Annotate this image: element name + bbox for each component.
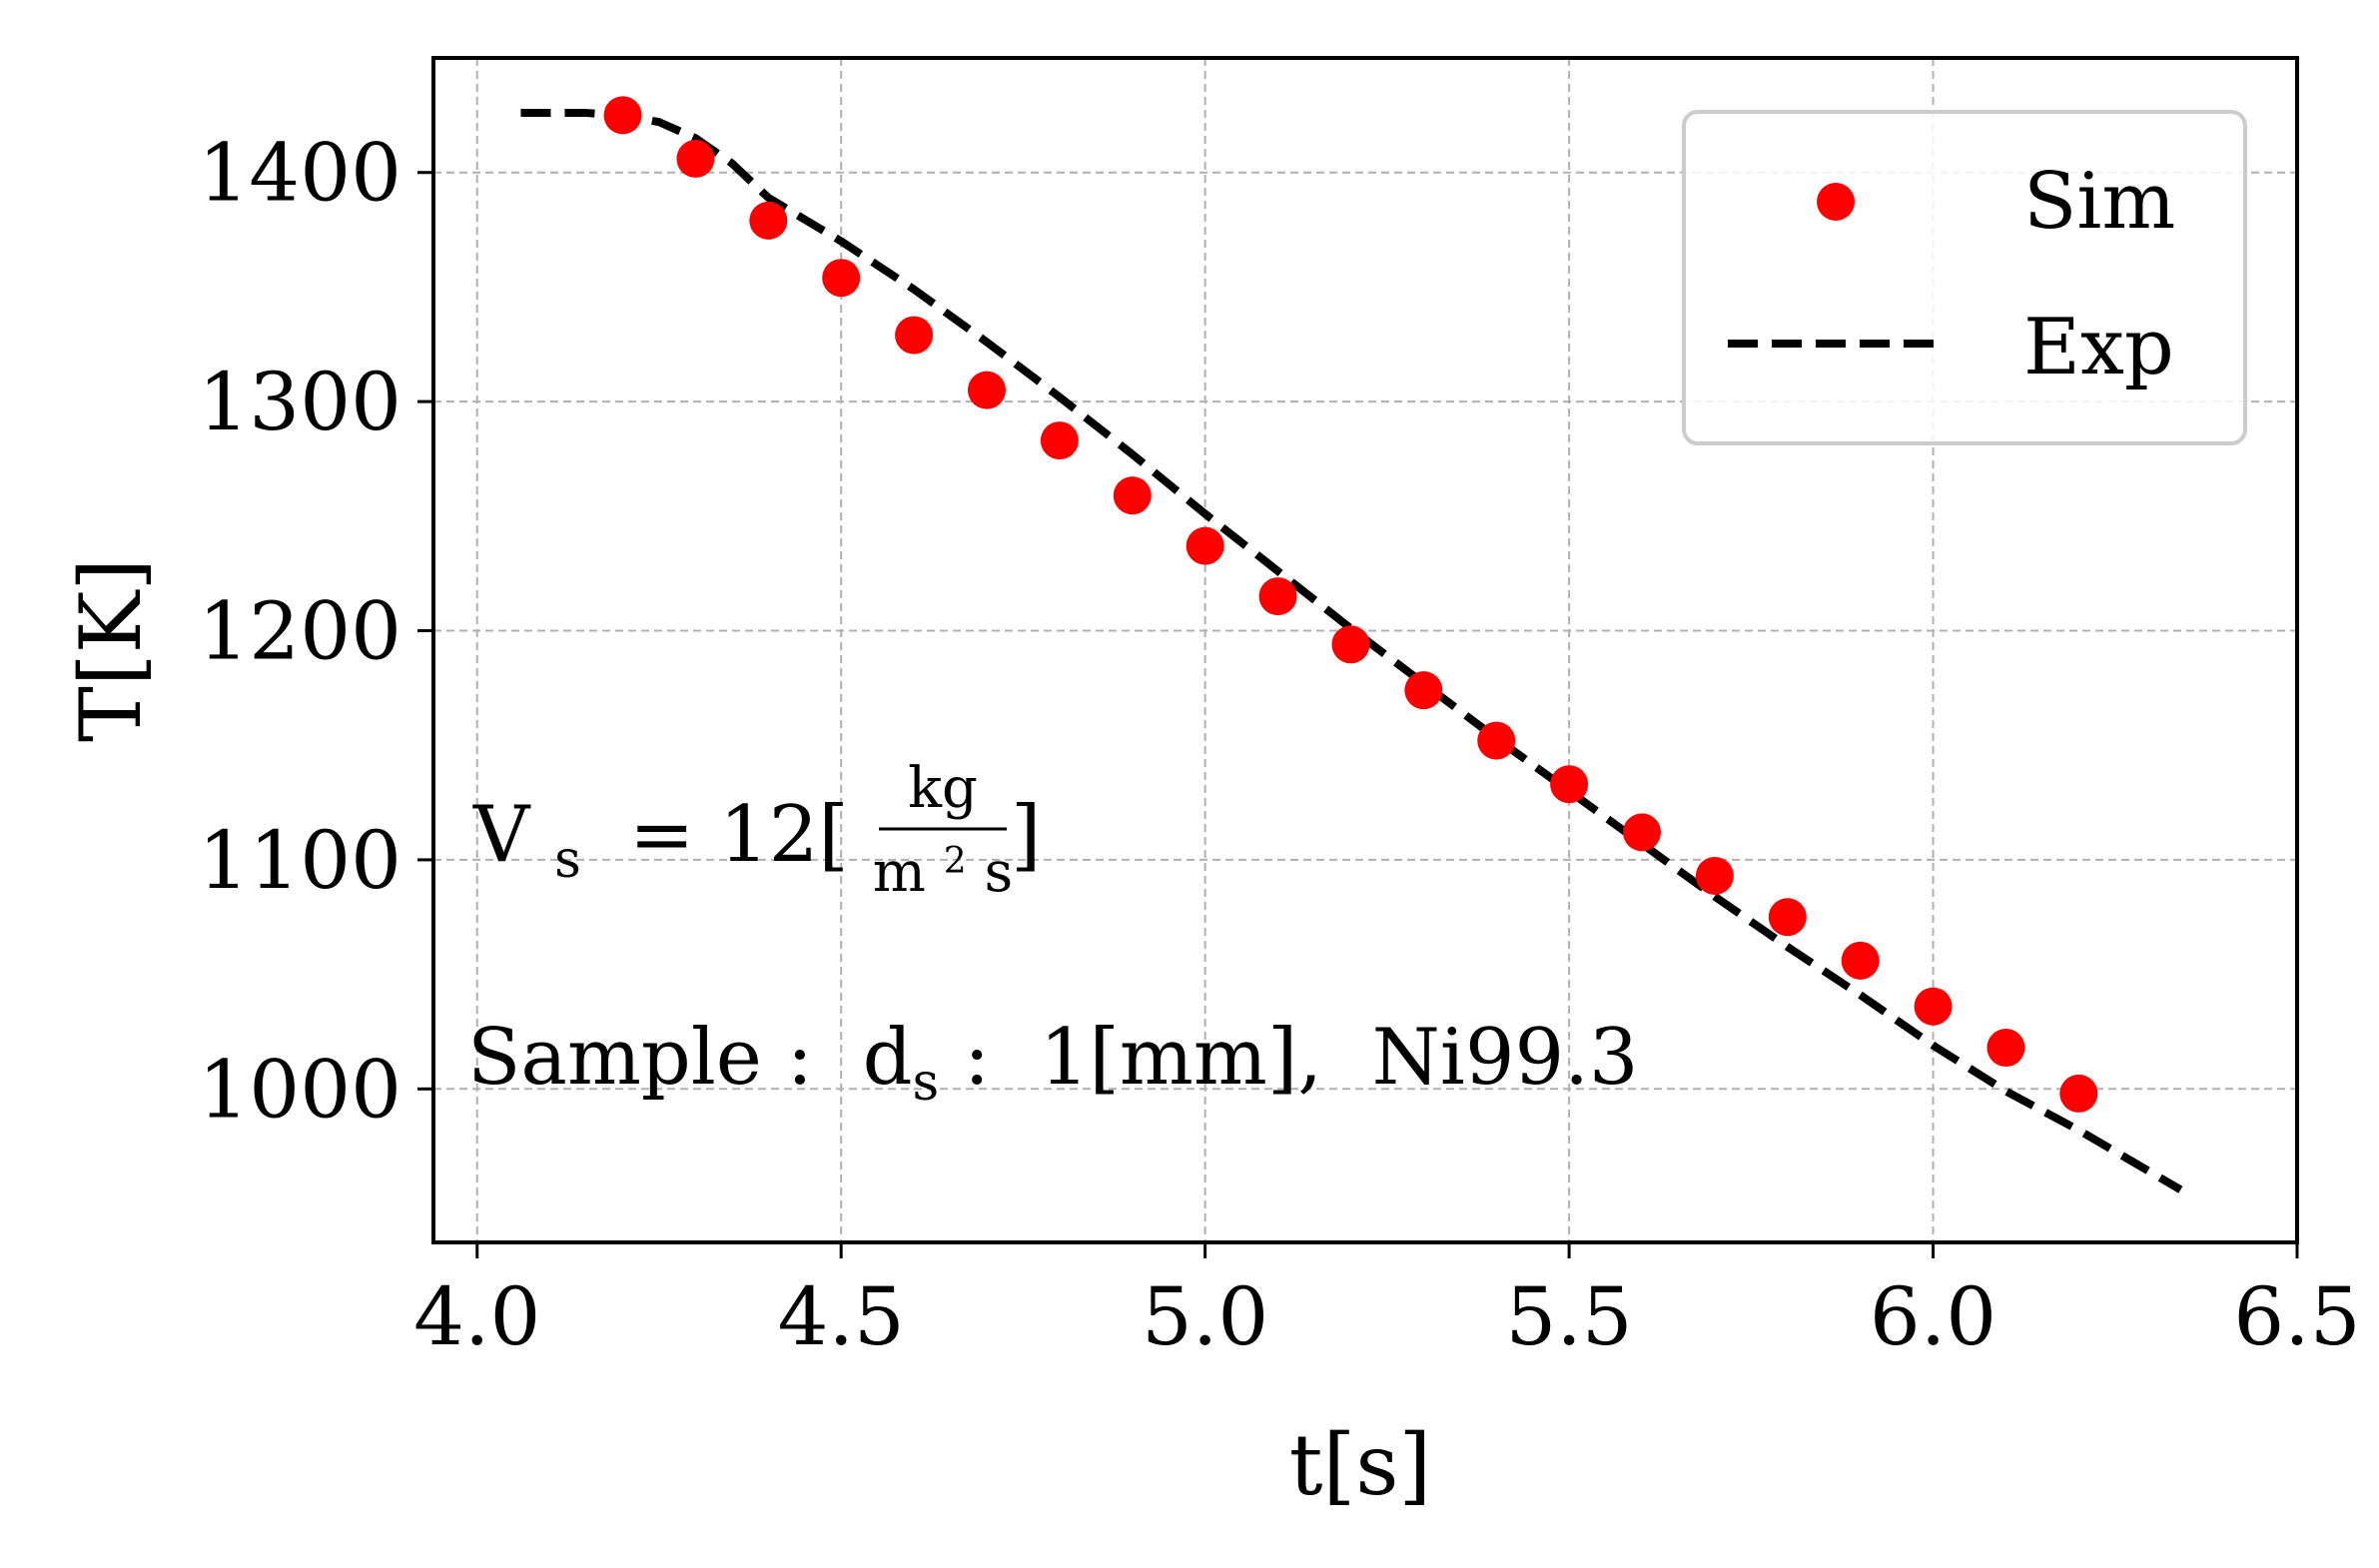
x-tick-label: 6.0 [1870,1270,1996,1363]
legend-exp-label: Exp [2023,303,2174,392]
velocity-symbol: V [472,790,531,880]
y-axis-label: T[K] [62,558,160,742]
sim-point [1986,1029,2025,1068]
velocity-close-bracket: ] [1011,790,1041,880]
sample-subscript: s [913,1053,940,1113]
y-tick-label: 1200 [198,585,401,678]
exp-line [520,109,2183,1193]
x-tick-label: 6.5 [2233,1270,2360,1363]
velocity-annotation: V s = 12[ kg m 2 s ] [472,756,1041,905]
sim-point [1914,987,1953,1026]
y-tick-label: 1300 [198,356,401,448]
sim-point [1768,898,1807,937]
sim-series-points [603,96,2098,1113]
x-tick-label: 4.5 [778,1270,905,1363]
x-tick-label: 5.5 [1505,1270,1632,1363]
velocity-unit-numerator: kg [908,756,978,821]
x-tick-label: 4.0 [413,1270,540,1363]
y-tick-label: 1100 [198,814,401,907]
svg-text:m 2 s: m 2 s [873,822,1013,905]
sim-point [1622,813,1661,852]
x-axis-label: t[s] [1289,1416,1431,1514]
sim-point [1331,625,1370,664]
sample-annotation: Sample : ds : 1[mm], Ni99.3 [467,1013,1639,1113]
exp-series-line [520,109,2183,1193]
sim-point [603,96,642,135]
velocity-unit-exponent: 2 [944,841,967,882]
sim-point [1477,721,1516,760]
sim-point [967,371,1006,409]
x-axis-ticks: 4.0 4.5 5.0 5.5 6.0 6.5 [413,1242,2361,1363]
sim-point [1550,765,1589,804]
sim-point [1404,671,1443,710]
sim-point [749,201,788,240]
svg-text:V s: V s [472,790,581,890]
sim-point [1258,577,1297,616]
velocity-unit-denominator: m [873,840,926,905]
sim-point [1695,856,1734,895]
sample-prefix: Sample : d [467,1013,913,1103]
legend-sim-label: Sim [2023,157,2175,247]
sim-point [676,139,715,178]
y-axis-ticks: 1000 1100 1200 1300 1400 [198,127,433,1136]
plot-frame [431,56,2299,1244]
velocity-unit-denominator-tail: s [984,840,1013,905]
sim-point [2059,1074,2098,1113]
sim-point [1186,526,1224,565]
velocity-subscript: s [554,830,581,890]
sim-point [1113,476,1152,515]
x-tick-label: 5.0 [1142,1270,1268,1363]
legend-sim-marker [1817,183,1855,221]
sim-point [822,259,861,298]
sample-suffix: : 1[mm], Ni99.3 [939,1013,1638,1103]
legend: Sim Exp [1682,110,2247,445]
sim-point [895,316,934,355]
sim-point [1040,421,1079,460]
sim-point [1841,941,1880,980]
y-tick-label: 1000 [198,1043,401,1136]
y-tick-label: 1400 [198,127,401,220]
velocity-equals: = 12[ [629,790,849,880]
